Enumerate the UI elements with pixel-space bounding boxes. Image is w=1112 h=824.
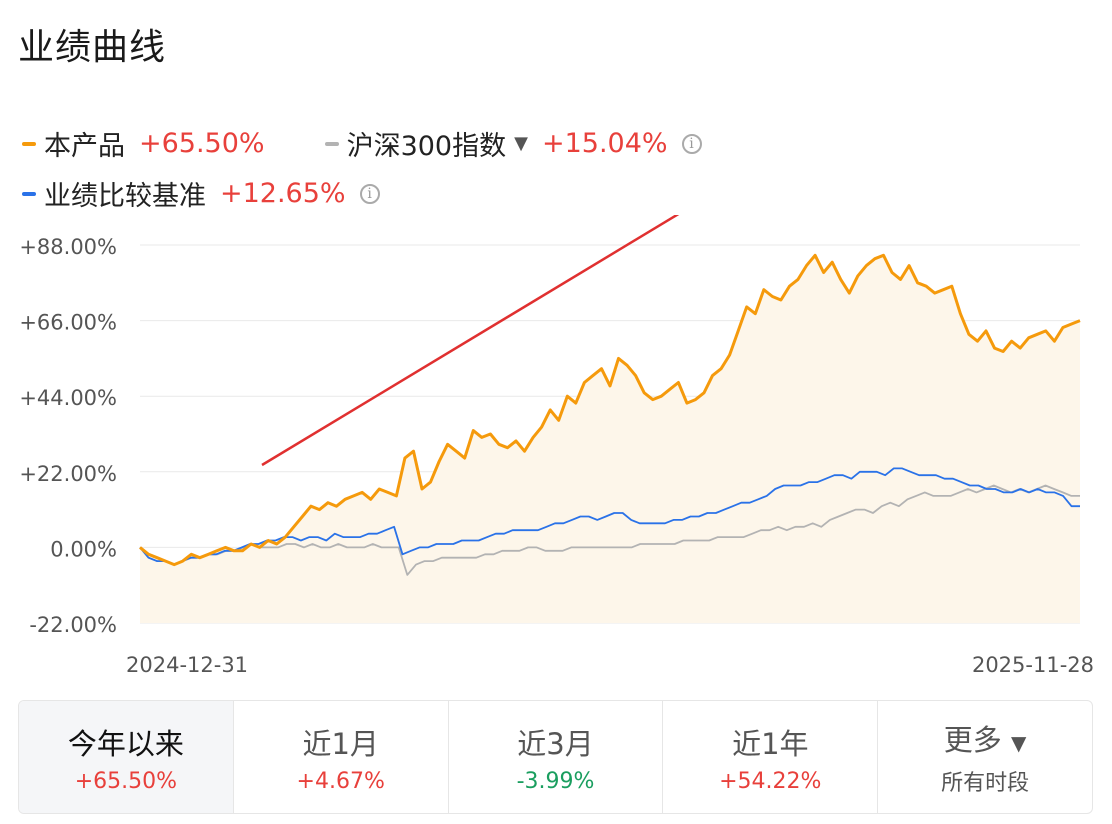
benchmark-legend-value: +12.65% — [220, 178, 346, 209]
benchmark-legend-swatch — [22, 191, 36, 196]
tab-ytd[interactable]: 今年以来 +65.50% — [19, 701, 234, 813]
legend-row-2: 业绩比较基准 +12.65% i — [22, 174, 380, 213]
tab-value: 所有时段 — [941, 771, 1030, 796]
tab-value: +4.67% — [296, 768, 385, 794]
tab-value: +54.22% — [719, 768, 822, 794]
tab-label: 近1月 — [302, 726, 379, 761]
tab-label: 今年以来 — [67, 726, 184, 761]
tab-1-year[interactable]: 近1年 +54.22% — [663, 701, 879, 813]
tab-more-text: 更多 — [943, 723, 1002, 757]
tab-label: 近1年 — [732, 726, 809, 761]
series-line-benchmark — [139, 467, 1080, 566]
tab-value: -3.99% — [516, 768, 595, 794]
product-legend-value: +65.50% — [139, 128, 265, 159]
series-line-index — [139, 484, 1080, 576]
tab-3-months[interactable]: 近3月 -3.99% — [449, 701, 664, 813]
product-legend-label: 本产品 — [44, 131, 125, 162]
triangle-down-icon[interactable]: ▼ — [514, 133, 528, 154]
performance-chart: +88.00% +66.00% +44.00% +22.00% 0.00% -22.00%… — [19, 215, 1094, 677]
legend-index[interactable]: 沪深300指数 ▼ +15.04% i — [324, 124, 702, 163]
trend-arrow-line — [261, 215, 680, 467]
y-tick-label: +88.00% — [19, 235, 117, 259]
y-tick-label: +66.00% — [19, 311, 117, 335]
tab-1-month[interactable]: 近1月 +4.67% — [234, 701, 449, 813]
tab-value: +65.50% — [74, 768, 178, 794]
tab-label: 近3月 — [517, 726, 594, 761]
x-tick-label: 2025-11-28 — [972, 653, 1094, 677]
legend-product[interactable]: 本产品 +65.50% — [22, 124, 265, 163]
x-tick-label: 2024-12-31 — [126, 653, 248, 677]
tab-label-more: 更多 ▼ — [944, 717, 1027, 759]
tab-more[interactable]: 更多 ▼ 所有时段 — [878, 701, 1092, 813]
series-line-product — [139, 253, 1081, 567]
index-legend-label: 沪深300指数 — [346, 131, 507, 162]
period-tabs: 今年以来 +65.50% 近1月 +4.67% 近3月 -3.99% 近1年 +… — [18, 700, 1093, 814]
y-tick-label: -22.00% — [29, 613, 117, 637]
y-tick-label: 0.00% — [50, 537, 117, 561]
legend-benchmark[interactable]: 业绩比较基准 +12.65% i — [22, 174, 380, 213]
legend-row-1: 本产品 +65.50% 沪深300指数 ▼ +15.04% i — [22, 124, 702, 163]
benchmark-legend-label: 业绩比较基准 — [44, 181, 206, 212]
index-legend-swatch — [324, 141, 339, 146]
page-title: 业绩曲线 — [18, 27, 167, 68]
product-legend-swatch — [22, 141, 36, 146]
triangle-down-icon: ▼ — [1011, 731, 1027, 755]
product-area-fill — [140, 255, 1080, 624]
y-tick-label: +44.00% — [19, 386, 117, 410]
index-legend-value: +15.04% — [541, 128, 668, 159]
y-tick-label: +22.00% — [19, 462, 117, 486]
info-icon[interactable]: i — [681, 133, 702, 154]
info-icon[interactable]: i — [359, 183, 380, 204]
